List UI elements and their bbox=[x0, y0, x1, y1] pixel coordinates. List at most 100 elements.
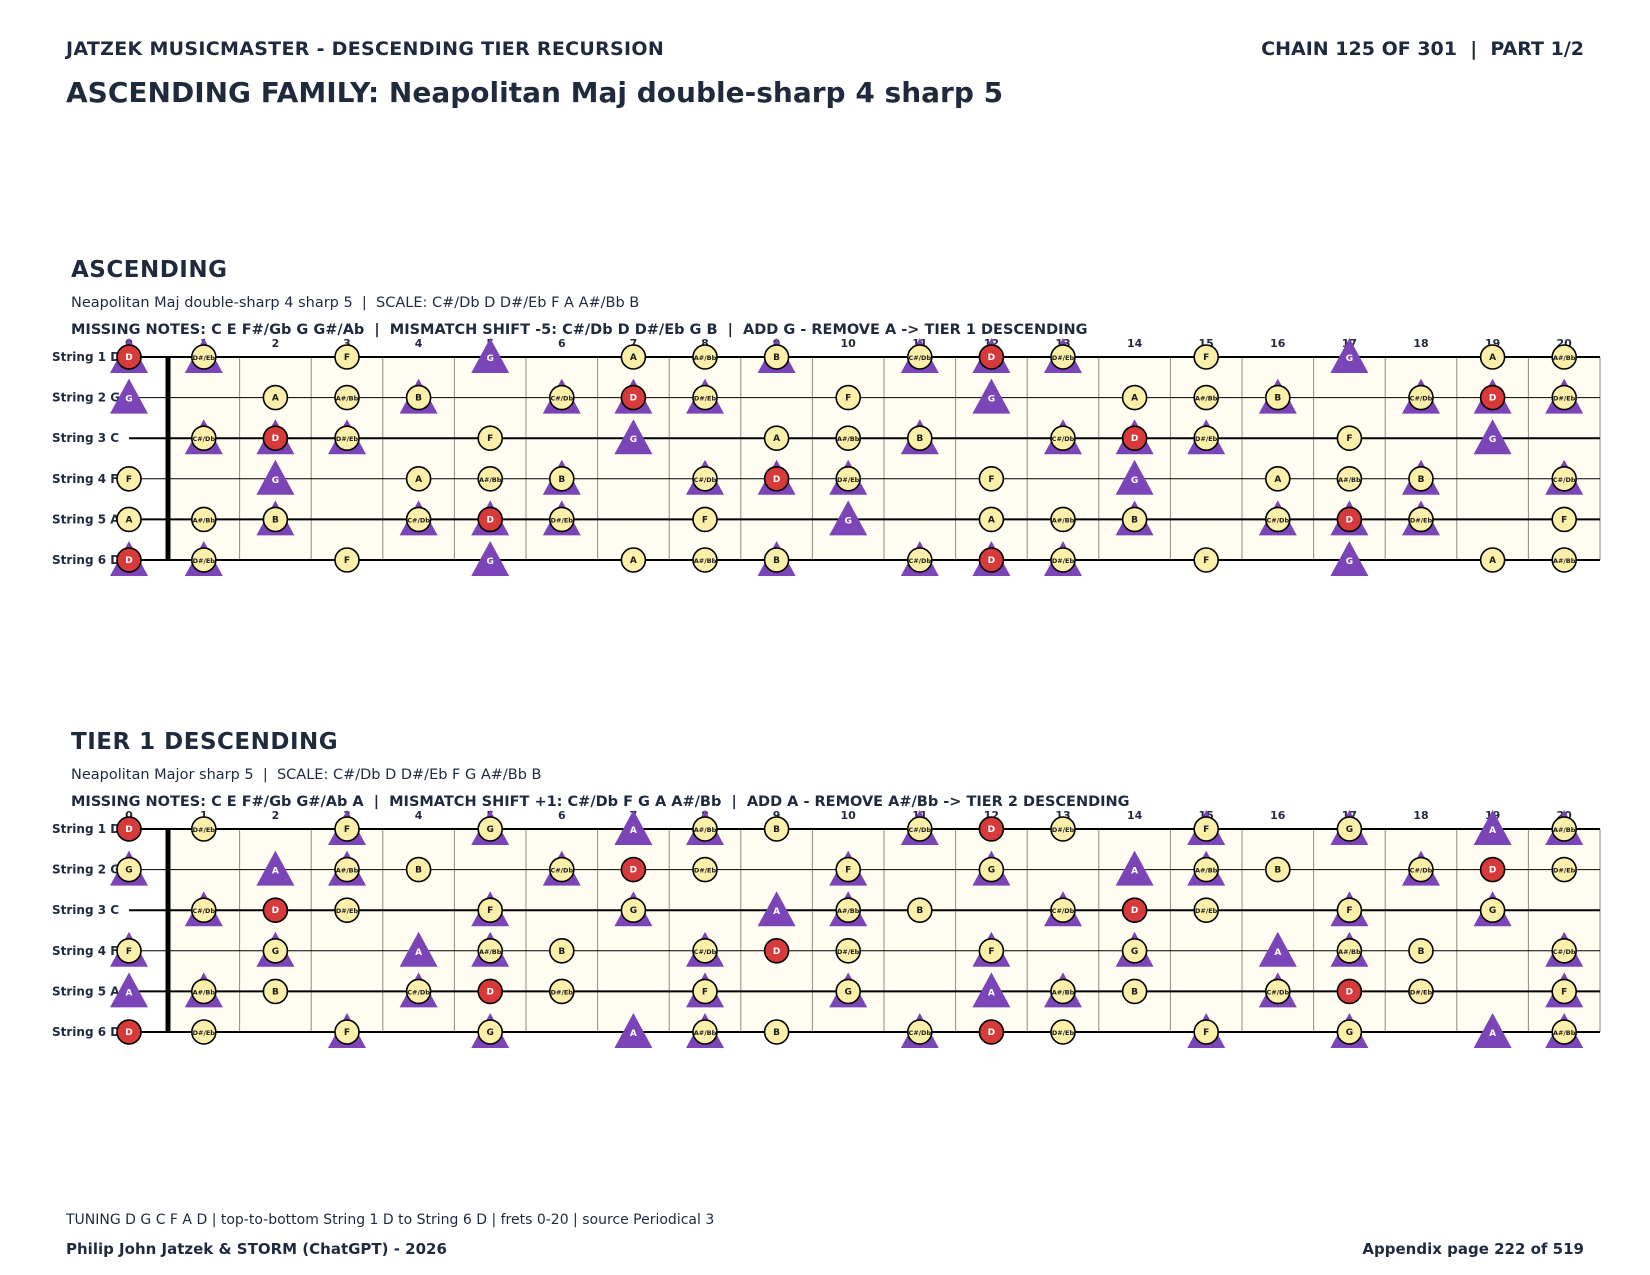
note-marker: G bbox=[1330, 1013, 1369, 1048]
note-label: D#/Eb bbox=[1553, 867, 1576, 875]
note-marker: A#/Bb bbox=[835, 425, 862, 452]
scale-note-circle bbox=[477, 816, 504, 842]
note-label: D#/Eb bbox=[837, 948, 860, 956]
root-note-circle bbox=[1479, 856, 1506, 883]
note-label: F bbox=[845, 866, 851, 876]
note-marker: C#/Db bbox=[542, 850, 581, 886]
note-marker: A#/Bb bbox=[191, 506, 217, 533]
root-note-circle bbox=[1121, 897, 1148, 924]
note-label: G bbox=[1346, 1028, 1353, 1038]
note-marker: G bbox=[110, 378, 148, 414]
note-label: D#/Eb bbox=[694, 867, 717, 875]
note-marker: G bbox=[1115, 931, 1154, 967]
note-marker: A#/Bb bbox=[1050, 506, 1076, 533]
note-label: A#/Bb bbox=[336, 867, 359, 875]
note-label: C#/Db bbox=[1052, 435, 1075, 443]
scale-note-circle bbox=[334, 897, 360, 924]
note-marker: G bbox=[110, 850, 148, 886]
scale-note-circle bbox=[191, 816, 217, 842]
note-label: F bbox=[702, 987, 708, 997]
root-note-circle bbox=[116, 547, 142, 573]
scale-note-circle bbox=[1265, 506, 1291, 533]
note-label: F bbox=[1346, 434, 1352, 444]
scale-note-circle bbox=[1551, 978, 1577, 1005]
scale-note-circle bbox=[1050, 816, 1076, 842]
note-marker: D bbox=[763, 937, 790, 964]
scale-note-circle bbox=[116, 506, 142, 533]
note-marker: C#/Db bbox=[1545, 931, 1584, 967]
note-label: A bbox=[1131, 867, 1138, 877]
string-label: String 5 A bbox=[52, 984, 120, 998]
note-marker: A bbox=[1479, 344, 1506, 370]
note-label: A bbox=[630, 1029, 637, 1039]
scale-note-circle bbox=[1551, 816, 1577, 842]
note-label: A bbox=[126, 988, 133, 998]
note-label: C#/Db bbox=[407, 516, 430, 524]
note-label: D bbox=[988, 1028, 995, 1038]
scale-note-circle bbox=[620, 897, 647, 924]
note-label: G bbox=[125, 395, 132, 405]
note-label: A#/Bb bbox=[193, 988, 216, 996]
note-marker: A bbox=[116, 506, 142, 533]
root-note-circle bbox=[978, 1019, 1005, 1045]
note-label: D#/Eb bbox=[193, 1029, 216, 1037]
note-marker: D#/Eb bbox=[548, 978, 575, 1005]
note-label: D#/Eb bbox=[551, 516, 574, 524]
root-note-circle bbox=[1336, 506, 1363, 533]
note-marker: A#/Bb bbox=[686, 1013, 724, 1048]
scale-note-circle bbox=[405, 978, 432, 1005]
note-marker: D#/Eb bbox=[184, 338, 223, 373]
note-label: G bbox=[1346, 825, 1353, 835]
note-marker: G bbox=[256, 931, 295, 967]
root-note-circle bbox=[477, 978, 504, 1005]
scale-note-circle bbox=[1121, 384, 1148, 411]
scale-note-circle bbox=[763, 1019, 790, 1045]
note-label: D#/Eb bbox=[1052, 826, 1075, 834]
scale-note-circle bbox=[334, 384, 360, 411]
root-note-circle bbox=[116, 816, 142, 842]
note-label: D#/Eb bbox=[1052, 1029, 1075, 1037]
fret-number: 4 bbox=[415, 337, 423, 350]
scale-note-circle bbox=[1265, 978, 1291, 1005]
note-label: D#/Eb bbox=[336, 435, 359, 443]
note-marker: C#/Db bbox=[900, 338, 939, 373]
fret-number: 0 bbox=[125, 809, 133, 822]
note-label: D bbox=[773, 475, 780, 485]
scale-note-circle bbox=[191, 978, 217, 1005]
note-label: A bbox=[415, 948, 422, 958]
scale-note-circle bbox=[1050, 547, 1076, 573]
note-label: C#/Db bbox=[550, 395, 573, 403]
root-note-circle bbox=[262, 897, 289, 924]
note-marker: F bbox=[334, 344, 360, 370]
scale-note-circle bbox=[1408, 384, 1434, 411]
scale-note-circle bbox=[548, 856, 575, 883]
fret-number: 7 bbox=[630, 337, 638, 350]
note-label: A#/Bb bbox=[694, 557, 717, 565]
note-label: F bbox=[1561, 987, 1567, 997]
note-marker: D bbox=[477, 978, 504, 1005]
scale-note-circle bbox=[1479, 897, 1506, 924]
scale-note-circle bbox=[1193, 816, 1219, 842]
note-label: B bbox=[272, 987, 279, 997]
note-marker: D bbox=[262, 897, 289, 924]
scale-note-circle bbox=[978, 856, 1005, 883]
note-marker: A#/Bb bbox=[829, 891, 868, 927]
mismatch-triangle bbox=[614, 1013, 653, 1048]
scale-note-circle bbox=[1193, 425, 1219, 452]
scale-note-circle bbox=[620, 547, 647, 573]
scale-note-circle bbox=[477, 1019, 504, 1045]
note-label: D bbox=[988, 353, 995, 363]
scale-note-circle bbox=[191, 506, 217, 533]
scale-note-circle bbox=[835, 384, 862, 411]
note-label: D bbox=[486, 515, 493, 525]
note-marker: D#/Eb bbox=[184, 541, 223, 576]
scale-note-circle bbox=[906, 344, 933, 370]
scale-note-circle bbox=[906, 547, 933, 573]
scale-note-circle bbox=[262, 506, 289, 533]
note-marker: F bbox=[1187, 810, 1226, 845]
note-label: G bbox=[487, 1028, 494, 1038]
scale-note-circle bbox=[548, 506, 575, 533]
note-label: D#/Eb bbox=[694, 395, 717, 403]
scale-note-circle bbox=[692, 547, 718, 573]
note-marker: F bbox=[1187, 1013, 1226, 1048]
